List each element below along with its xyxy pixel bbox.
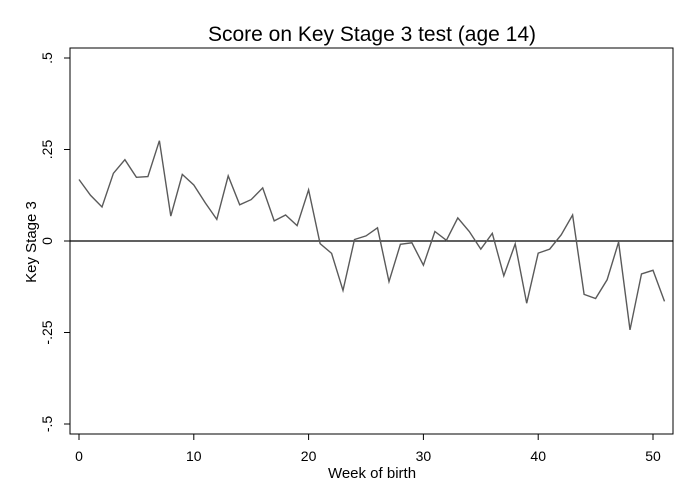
y-tick-label: .5: [39, 52, 55, 64]
x-tick-label: 40: [530, 448, 546, 464]
x-tick-label: 10: [186, 448, 202, 464]
y-tick-label: -.5: [39, 416, 55, 433]
chart-title: Score on Key Stage 3 test (age 14): [208, 23, 536, 46]
y-tick-label: .25: [39, 140, 55, 160]
x-axis-label: Week of birth: [328, 465, 416, 482]
x-tick-label: 0: [75, 448, 83, 464]
x-tick-label: 50: [645, 448, 661, 464]
x-axis-ticks: 0 10 20 30 40 50: [75, 434, 661, 464]
x-tick-label: 30: [416, 448, 432, 464]
y-tick-label: 0: [39, 237, 55, 245]
y-tick-label: -.25: [39, 320, 55, 344]
series-line: [78, 140, 666, 331]
x-tick-label: 20: [301, 448, 317, 464]
series-line-group: [78, 140, 666, 331]
y-axis-ticks: -.5 -.25 0 .25 .5: [39, 52, 70, 432]
y-axis-label: Key Stage 3: [23, 201, 40, 283]
